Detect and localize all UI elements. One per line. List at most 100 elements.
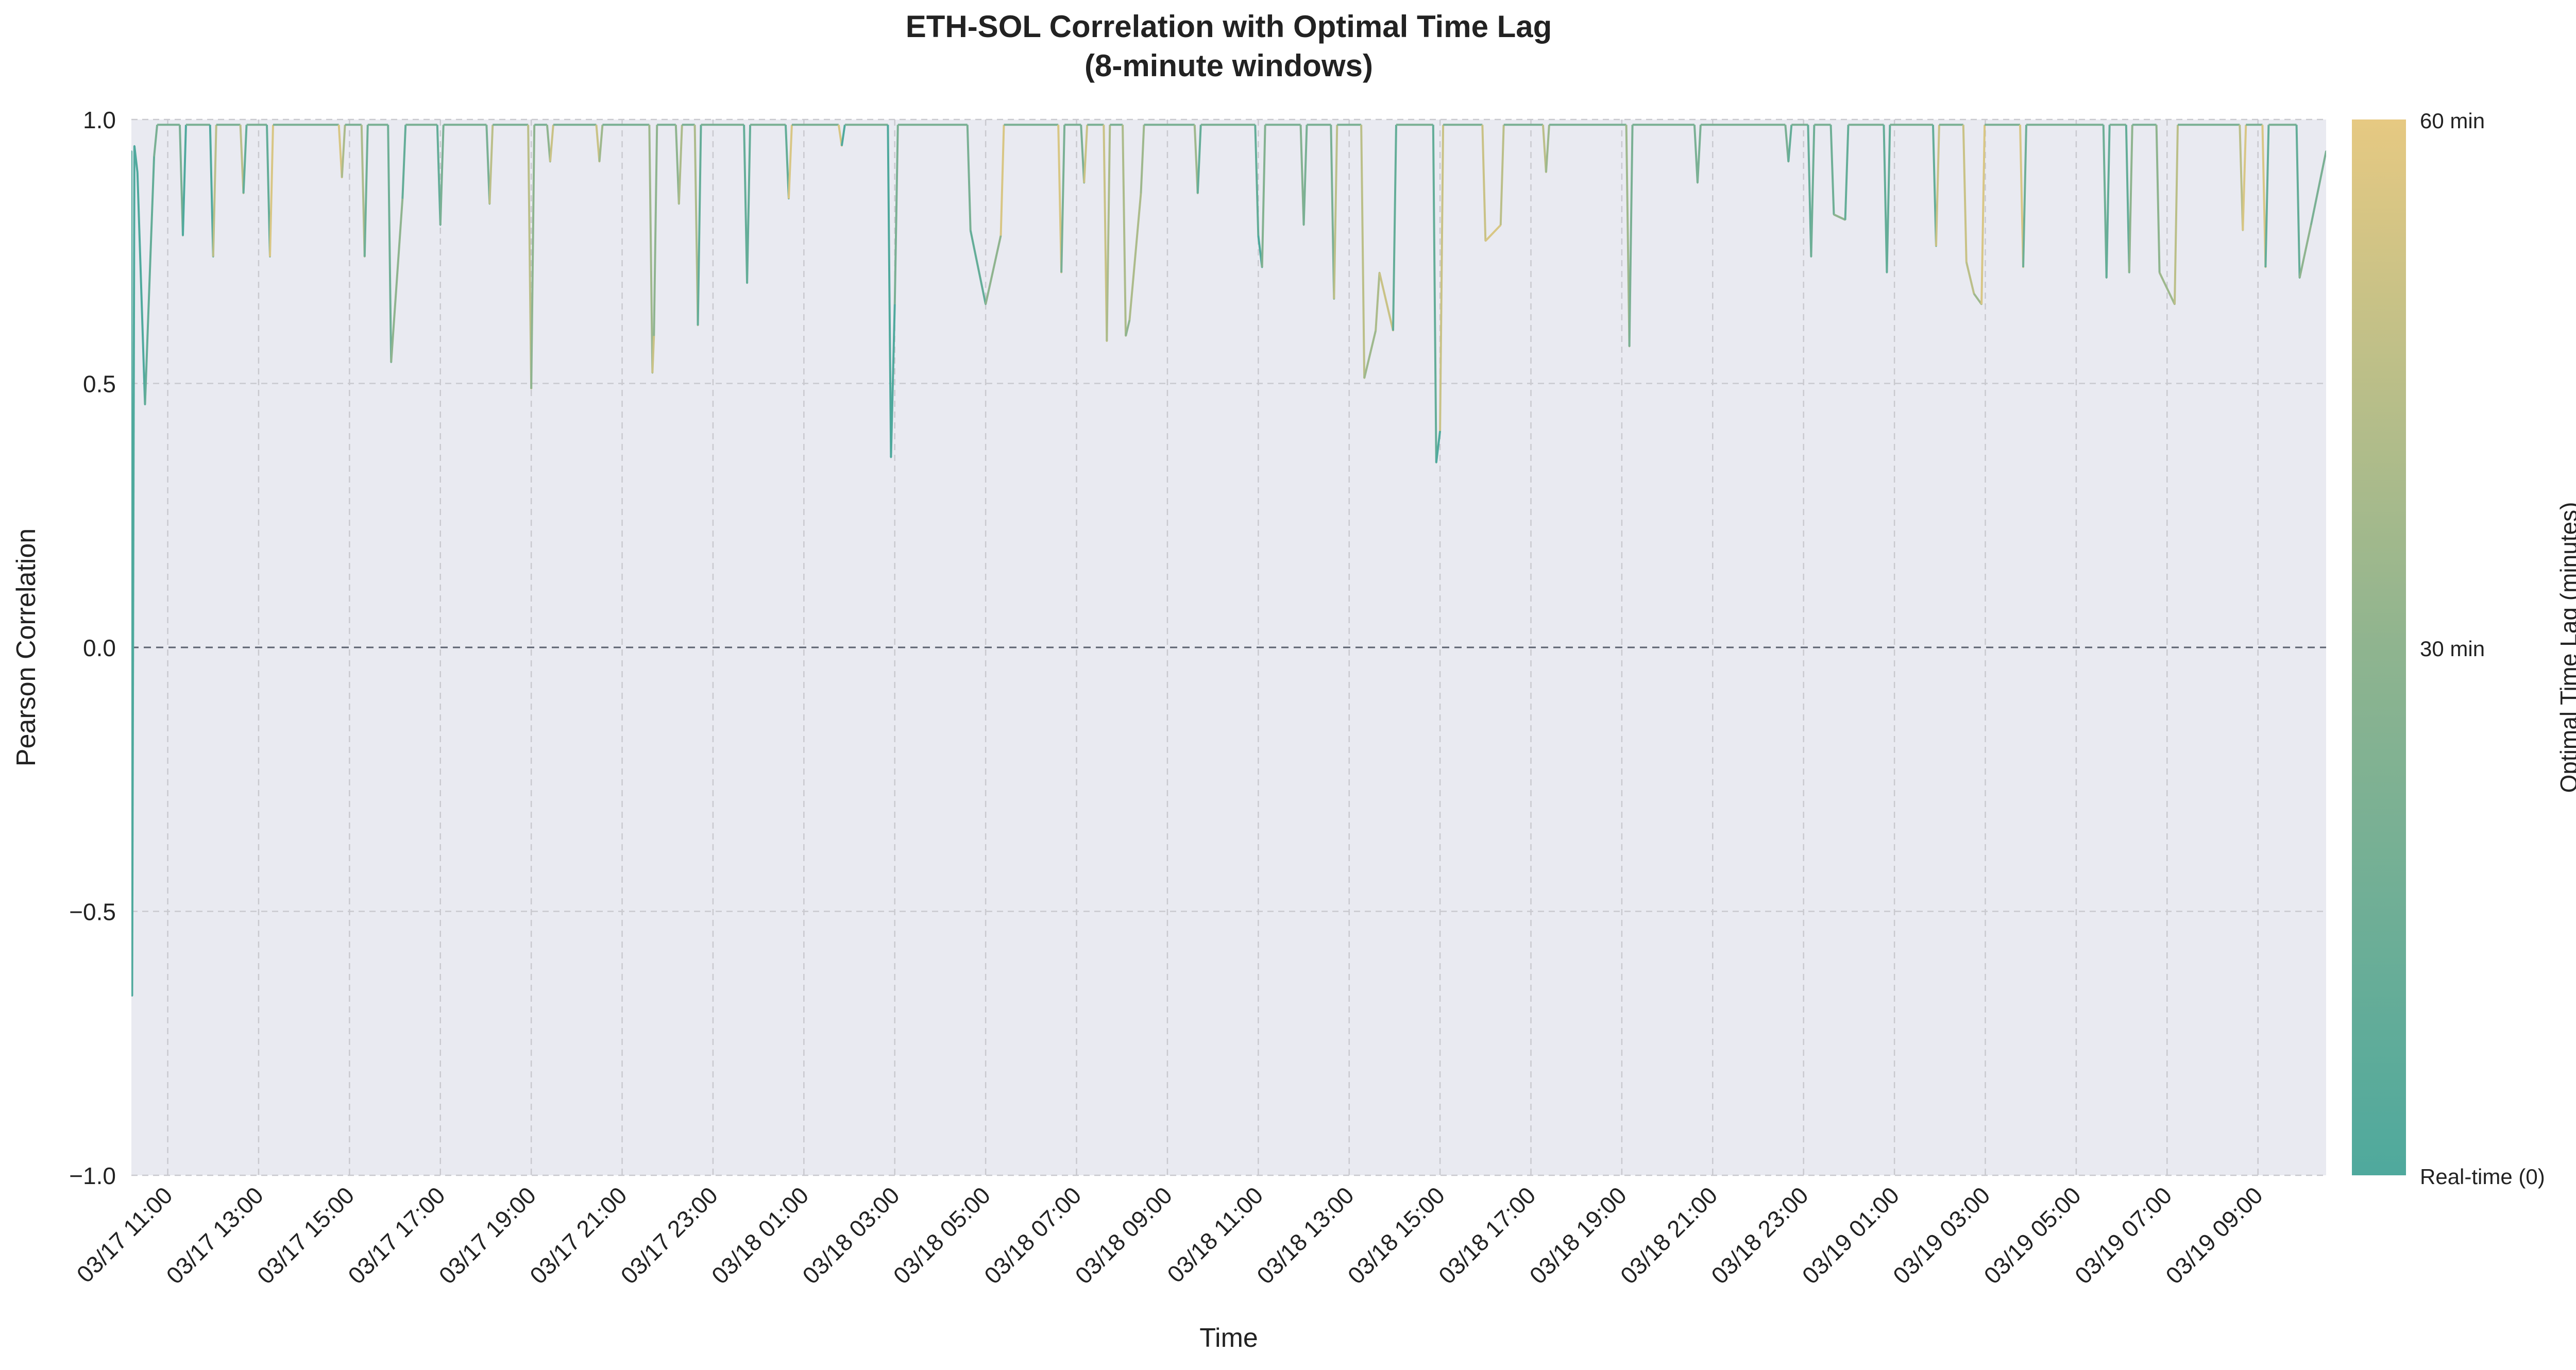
x-tick-label: 03/18 21:00 bbox=[1615, 1181, 1723, 1289]
colorbar-tick-label: 30 min bbox=[2420, 637, 2485, 661]
grid-layer bbox=[131, 118, 2326, 1176]
series-segment bbox=[969, 230, 987, 305]
y-axis-label: Pearson Correlation bbox=[11, 528, 41, 766]
series-segment bbox=[1965, 262, 1975, 294]
y-tick-label: −0.5 bbox=[69, 899, 116, 926]
series-segment bbox=[1545, 125, 1550, 173]
series-segment bbox=[1980, 125, 1986, 304]
series-segment bbox=[2128, 125, 2133, 273]
x-tick-label: 03/19 03:00 bbox=[1888, 1181, 1995, 1289]
x-tick-label: 03/17 23:00 bbox=[615, 1181, 723, 1289]
series-segment bbox=[390, 198, 404, 363]
x-tick-label: 03/18 11:00 bbox=[1162, 1181, 1268, 1288]
series-segment bbox=[136, 172, 146, 405]
series-segment bbox=[598, 125, 604, 162]
series-segment bbox=[387, 125, 393, 363]
series-segment bbox=[242, 125, 248, 194]
series-segment bbox=[1973, 293, 1982, 305]
series-segment bbox=[1935, 125, 1940, 247]
series-segment bbox=[1196, 125, 1202, 194]
x-tick-label: 03/18 13:00 bbox=[1251, 1181, 1359, 1289]
x-tick-label: 03/19 09:00 bbox=[2160, 1181, 2268, 1289]
series-segment bbox=[1844, 125, 1850, 220]
series-segment bbox=[1360, 125, 1366, 379]
x-tick-label: 03/18 09:00 bbox=[1070, 1181, 1177, 1289]
series-segment bbox=[2022, 125, 2028, 268]
series-segment bbox=[341, 125, 346, 178]
series-segment bbox=[1128, 193, 1142, 320]
series-segment bbox=[488, 125, 494, 204]
series-segment bbox=[1439, 125, 1445, 431]
series-segment bbox=[1083, 125, 1089, 183]
series-segment bbox=[1392, 125, 1397, 331]
series-segment bbox=[1261, 125, 1266, 268]
series-segment bbox=[1060, 125, 1066, 273]
x-tick-label: 03/18 17:00 bbox=[1433, 1181, 1541, 1289]
series-segment bbox=[1628, 125, 1634, 347]
series-segment bbox=[1886, 125, 1891, 273]
series-segment bbox=[999, 125, 1005, 236]
series-segment bbox=[1254, 125, 1260, 236]
series-segment bbox=[1378, 272, 1394, 331]
series-segment bbox=[966, 125, 972, 231]
series-segment bbox=[549, 125, 554, 162]
series-segment bbox=[1122, 125, 1127, 336]
series-segment bbox=[893, 125, 899, 304]
chart-subtitle: (8-minute windows) bbox=[1084, 48, 1373, 83]
series-segment bbox=[530, 125, 536, 389]
series-segment bbox=[1435, 431, 1442, 463]
series-segment bbox=[1140, 125, 1145, 194]
series-segment bbox=[887, 125, 892, 458]
series-segment bbox=[985, 235, 1002, 305]
series-point bbox=[2325, 150, 2326, 152]
series-segment bbox=[131, 146, 135, 996]
x-tick-label: 03/18 07:00 bbox=[979, 1181, 1087, 1289]
y-axis-ticks: −1.0 −0.5 0.0 0.5 1.0 bbox=[69, 107, 116, 1189]
series-segment bbox=[2310, 151, 2326, 226]
series-segment bbox=[1375, 272, 1381, 331]
series-segment bbox=[1302, 125, 1308, 226]
series-segment bbox=[2174, 125, 2179, 304]
series-segment bbox=[2242, 125, 2247, 231]
series-segment bbox=[2158, 272, 2176, 305]
series-segment bbox=[1432, 125, 1437, 463]
series-segment bbox=[153, 125, 159, 157]
y-tick-label: 0.0 bbox=[83, 635, 116, 661]
series-segment bbox=[269, 125, 275, 257]
series-segment bbox=[1499, 125, 1505, 226]
x-tick-label: 03/17 19:00 bbox=[434, 1181, 541, 1289]
series-segment bbox=[2298, 225, 2312, 278]
y-tick-label: 1.0 bbox=[83, 107, 116, 133]
series-segment bbox=[1106, 125, 1111, 341]
x-tick-label: 03/17 17:00 bbox=[343, 1181, 450, 1289]
series-segment bbox=[840, 124, 846, 146]
x-tick-label: 03/19 01:00 bbox=[1797, 1181, 1905, 1289]
chart-title: ETH-SOL Correlation with Optimal Time La… bbox=[906, 9, 1552, 44]
colorbar-tick-label: 60 min bbox=[2420, 109, 2485, 133]
x-tick-label: 03/18 01:00 bbox=[706, 1181, 814, 1289]
x-axis-label: Time bbox=[1199, 1323, 1258, 1353]
series-segment bbox=[363, 125, 369, 257]
x-tick-label: 03/19 05:00 bbox=[1978, 1181, 2086, 1289]
series-segment bbox=[1363, 330, 1377, 379]
series-segment bbox=[2105, 125, 2111, 278]
y-tick-label: −1.0 bbox=[69, 1162, 116, 1189]
series-segment bbox=[2264, 125, 2270, 268]
series-segment bbox=[181, 125, 187, 236]
x-tick-label: 03/17 15:00 bbox=[252, 1181, 360, 1289]
series-segment bbox=[651, 336, 655, 373]
series-segment bbox=[1787, 125, 1793, 162]
plot-area bbox=[131, 119, 2326, 1175]
series-segment bbox=[677, 125, 683, 204]
x-tick-label: 03/18 03:00 bbox=[797, 1181, 905, 1289]
colorbar-tick-label: Real-time (0) bbox=[2420, 1164, 2545, 1189]
colorbar bbox=[2352, 119, 2406, 1175]
y-tick-label: 0.5 bbox=[83, 371, 116, 398]
x-tick-label: 03/17 13:00 bbox=[161, 1181, 268, 1289]
series-segment bbox=[2155, 125, 2161, 273]
colorbar-label: Optimal Time Lag (minutes) bbox=[2555, 502, 2576, 793]
series-segment bbox=[746, 125, 752, 283]
x-tick-label: 03/18 05:00 bbox=[888, 1181, 996, 1289]
